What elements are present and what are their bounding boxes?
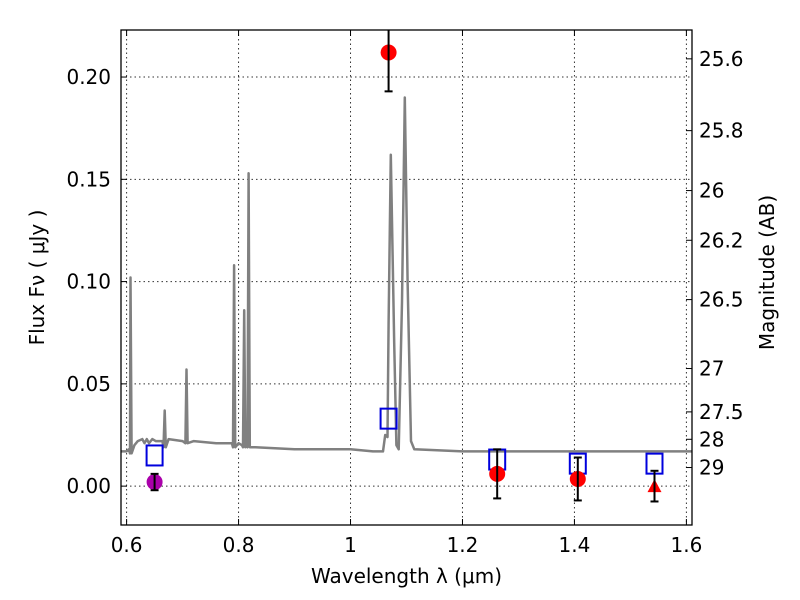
y-axis-label: Flux Fν ( μJy ) bbox=[25, 210, 49, 346]
y-tick-label: 0.05 bbox=[66, 372, 111, 396]
x-tick-label: 1 bbox=[344, 533, 357, 557]
y2-tick-label: 29 bbox=[699, 456, 724, 480]
y2-axis-label: Magnitude (AB) bbox=[755, 195, 779, 350]
plot-data bbox=[121, 30, 692, 503]
y-tick-label: 0.10 bbox=[66, 270, 111, 294]
x-tick-label: 1.6 bbox=[670, 533, 702, 557]
grid bbox=[121, 30, 692, 525]
y2-tick-label: 26.5 bbox=[699, 288, 744, 312]
y2-tick-label: 27.5 bbox=[699, 400, 744, 424]
plot-frame bbox=[120, 29, 693, 526]
x-tick-label: 1.2 bbox=[447, 533, 479, 557]
y2-tick-label: 28 bbox=[699, 427, 724, 451]
y2-tick-label: 26.2 bbox=[699, 228, 744, 252]
x-tick-label: 1.4 bbox=[559, 533, 591, 557]
x-tick-label: 0.6 bbox=[111, 533, 143, 557]
y2-tick-label: 27 bbox=[699, 357, 724, 381]
y2-tick-label: 26 bbox=[699, 179, 724, 203]
y2-tick-label: 25.6 bbox=[699, 47, 744, 71]
x-tick-label: 0.8 bbox=[223, 533, 255, 557]
axis-ticks: 0.6 0.8 1 1.2 1.4 1.6 0.00 0.05 0.10 0.15 0.20 25.6… bbox=[66, 30, 744, 557]
model-photometry-point bbox=[145, 444, 164, 467]
y-tick-label: 0.00 bbox=[66, 474, 111, 498]
spectrum-line bbox=[121, 96, 692, 455]
y-tick-label: 0.20 bbox=[66, 65, 111, 89]
y-tick-label: 0.15 bbox=[66, 167, 111, 191]
y2-tick-label: 25.8 bbox=[699, 119, 744, 143]
x-axis-label: Wavelength λ (μm) bbox=[311, 564, 502, 588]
model-photometry-point bbox=[379, 407, 398, 430]
